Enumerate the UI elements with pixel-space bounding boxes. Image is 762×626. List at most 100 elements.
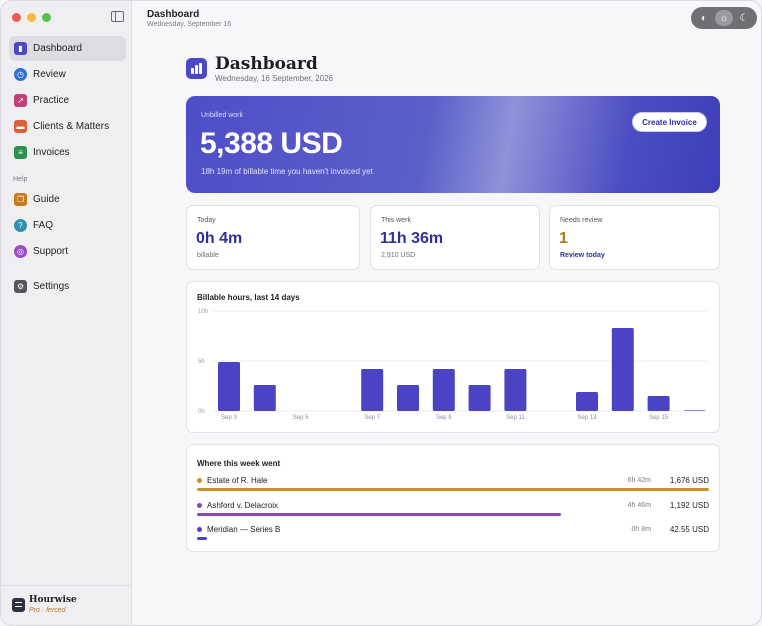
trend-icon: ↗: [14, 94, 27, 107]
gear-icon: ⚙: [14, 280, 27, 293]
matter-bar: [197, 488, 709, 491]
stat-value: 0h 4m: [196, 230, 243, 247]
window-controls: [12, 13, 51, 22]
sidebar-toggle-icon[interactable]: [111, 11, 124, 22]
window-date: Wednesday, September 16: [147, 21, 232, 28]
chart-bar[interactable]: [611, 328, 634, 411]
x-tick-label: Sep 9: [436, 415, 452, 421]
sidebar-item-label: Invoices: [33, 147, 70, 158]
chart-bar[interactable]: [647, 396, 670, 411]
sidebar-item-label: Support: [33, 246, 69, 257]
stat-value: 1: [559, 230, 568, 247]
minimize-window-button[interactable]: [27, 13, 36, 22]
window-title: Dashboard: [147, 9, 200, 20]
x-tick-label: Sep 15: [649, 415, 669, 421]
sidebar-item-label: Clients & Matters: [33, 121, 110, 132]
brand-footer: Hourwise Pro · ferced: [1, 585, 132, 625]
matter-usd: 1,192 USD: [669, 501, 709, 510]
sun-icon[interactable]: ☼: [715, 10, 733, 26]
unbilled-work-card: Unbilled work 5,388 USD 18h 19m of billa…: [186, 96, 720, 193]
stat-card-needs-review: Needs review 1 Review today: [549, 205, 720, 270]
brand-name: Hourwise: [29, 595, 77, 605]
question-icon: ?: [14, 219, 27, 232]
brand-plan: Pro · ferced: [29, 607, 66, 614]
matter-hours: 0h 8m: [631, 526, 651, 533]
matter-usd: 42.55 USD: [669, 525, 709, 534]
x-tick-label: Sep 7: [364, 415, 380, 421]
lifebuoy-icon: ◎: [14, 245, 27, 258]
matter-bar: [197, 537, 208, 540]
x-tick-label: Sep 11: [506, 415, 525, 421]
sidebar-item-support[interactable]: ◎ Support: [9, 239, 126, 264]
chart-title: Billable hours, last 14 days: [197, 293, 300, 302]
matter-dot: [197, 503, 202, 508]
app-logo-icon: [12, 598, 25, 612]
sidebar-item-faq[interactable]: ? FAQ: [9, 213, 126, 238]
hero-subtitle: 18h 19m of billable time you haven't inv…: [201, 167, 373, 176]
chart-bar[interactable]: [683, 410, 706, 411]
page-title: Dashboard: [215, 54, 318, 74]
contrast-icon[interactable]: ◐: [700, 12, 708, 24]
create-invoice-button[interactable]: Create Invoice: [632, 112, 707, 132]
matter-name: Ashford v. Delacroix: [207, 501, 278, 510]
sidebar-item-label: Review: [33, 69, 66, 80]
page-date: Wednesday, 16 September, 2026: [215, 74, 334, 83]
sidebar-item-clients-matters[interactable]: ▬ Clients & Matters: [9, 114, 126, 139]
stat-card-today: Today 0h 4m billable: [186, 205, 360, 270]
chart-bar[interactable]: [397, 385, 419, 411]
y-tick-label: 0h: [198, 409, 205, 415]
x-tick-label: Sep 5: [293, 415, 309, 421]
matter-usd: 1,676 USD: [669, 476, 709, 485]
week-title: Where this week went: [197, 459, 281, 468]
stat-label: Needs review: [560, 217, 603, 224]
theme-switcher: ◐ ☼ ☾: [691, 7, 757, 29]
sidebar-item-label: Practice: [33, 95, 70, 106]
stat-value: 11h 36m: [380, 230, 444, 247]
unbilled-amount: 5,388 USD: [200, 127, 343, 160]
x-tick-label: Sep 13: [577, 415, 597, 421]
sidebar-item-guide[interactable]: ❐ Guide: [9, 187, 126, 212]
close-window-button[interactable]: [12, 13, 21, 22]
sidebar-item-label: Guide: [33, 194, 60, 205]
book-icon: ❐: [14, 193, 27, 206]
week-breakdown-card: Where this week went Estate of R. Hale 6…: [186, 444, 720, 552]
sidebar: ▮ Dashboard ◷ Review ↗ Practice ▬ Client…: [1, 1, 132, 625]
billable-hours-chart: Billable hours, last 14 days 0h 5h 10h Sep …: [186, 281, 720, 433]
matter-bar: [197, 513, 561, 516]
folder-icon: ▬: [14, 120, 27, 133]
y-tick-label: 10h: [198, 309, 208, 315]
sidebar-item-label: Dashboard: [33, 43, 82, 54]
chart-bar[interactable]: [468, 385, 491, 411]
sidebar-item-invoices[interactable]: ≡ Invoices: [9, 140, 126, 165]
matter-hours: 6h 42m: [627, 477, 651, 484]
y-tick-label: 5h: [198, 359, 205, 365]
matter-dot: [197, 527, 202, 532]
chart-bar[interactable]: [361, 369, 384, 411]
help-section-label: Help: [13, 176, 28, 183]
chart-canvas: 0h 5h 10h Sep 3 Sep 5 Sep 7 Sep 9 Sep 11 Sep 13 S…: [198, 309, 707, 421]
sidebar-item-settings[interactable]: ⚙ Settings: [9, 274, 126, 299]
matter-name: Estate of R. Hale: [207, 476, 268, 485]
stat-sub: billable: [197, 252, 219, 259]
zoom-window-button[interactable]: [42, 13, 51, 22]
sidebar-item-review[interactable]: ◷ Review: [9, 62, 126, 87]
chart-bar[interactable]: [432, 369, 455, 411]
chart-bar[interactable]: [218, 362, 240, 411]
sidebar-item-practice[interactable]: ↗ Practice: [9, 88, 126, 113]
sidebar-item-dashboard[interactable]: ▮ Dashboard: [9, 36, 126, 61]
matter-dot: [197, 478, 202, 483]
stat-sub: 2,910 USD: [381, 252, 416, 259]
chart-bar[interactable]: [576, 392, 598, 411]
x-tick-label: Sep 3: [221, 415, 237, 421]
sidebar-item-label: Settings: [33, 281, 70, 292]
moon-icon[interactable]: ☾: [739, 12, 749, 24]
dashboard-icon: [186, 58, 207, 79]
chart-bar[interactable]: [253, 385, 276, 411]
clock-icon: ◷: [14, 68, 27, 81]
sidebar-item-label: FAQ: [33, 220, 54, 231]
review-today-link[interactable]: Review today: [560, 252, 605, 259]
chart-bars-icon: ▮: [14, 42, 27, 55]
chart-bar[interactable]: [504, 369, 527, 411]
matter-name: Meridian — Series B: [207, 525, 281, 534]
